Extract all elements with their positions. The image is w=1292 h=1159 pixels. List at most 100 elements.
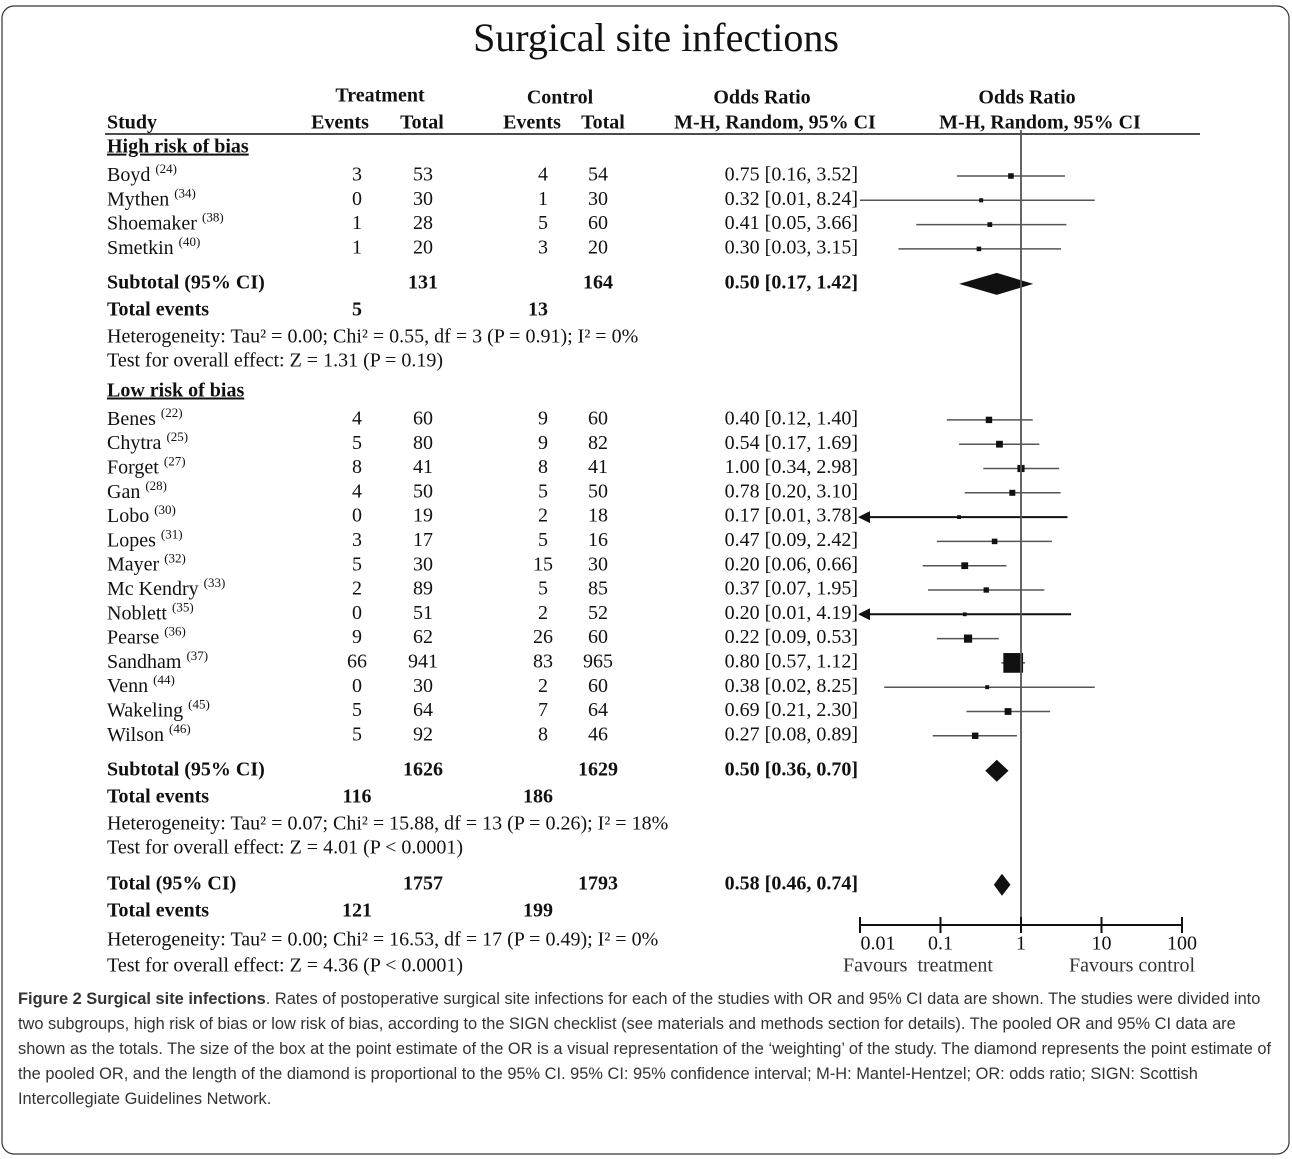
- study-name: Wakeling: [107, 699, 183, 721]
- study-label: Lobo (30): [107, 502, 176, 527]
- study-label: Wakeling (45): [107, 696, 210, 721]
- point-box: [1003, 653, 1024, 673]
- events-value: 116: [343, 785, 372, 807]
- study-name: Mc Kendry: [107, 578, 199, 600]
- c-total: 60: [588, 407, 608, 429]
- point-box: [1009, 489, 1016, 496]
- header: Odds Ratio: [713, 87, 810, 109]
- t-events: 0: [352, 675, 362, 697]
- favours-label: Favours control: [1069, 955, 1196, 977]
- t-events: 1: [352, 212, 362, 234]
- c-total: 20: [588, 236, 608, 258]
- t-events: 5: [352, 553, 362, 575]
- study-label: Mc Kendry (33): [107, 575, 225, 600]
- overall-test: Test for overall effect: Z = 1.31 (P = 0…: [107, 349, 443, 371]
- odds-ratio: 0.37 [0.07, 1.95]: [725, 578, 858, 600]
- study-name: Mayer: [107, 553, 160, 575]
- t-total: 41: [413, 456, 433, 478]
- t-total: 19: [413, 505, 433, 527]
- study-label: Gan (28): [107, 478, 167, 503]
- point-box: [972, 732, 979, 739]
- header: M-H, Random, 95% CI: [939, 112, 1141, 134]
- subtotal-label: Total (95% CI): [107, 872, 236, 894]
- x-tick-label: 0.1: [928, 933, 953, 955]
- t-events: 3: [352, 164, 362, 186]
- c-events: 5: [538, 212, 548, 234]
- odds-ratio: 0.38 [0.02, 8.25]: [725, 675, 858, 697]
- study-ref: (45): [188, 696, 210, 711]
- overall-test: Test for overall effect: Z = 4.01 (P < 0…: [107, 836, 463, 858]
- t-total: 89: [413, 578, 433, 600]
- t-total: 60: [413, 407, 433, 429]
- study-name: Boyd: [107, 164, 150, 186]
- c-total: 64: [588, 699, 608, 721]
- c-events: 8: [538, 456, 548, 478]
- study-ref: (24): [155, 161, 177, 176]
- t-events: 0: [352, 505, 362, 527]
- diamond: [993, 873, 1011, 896]
- subtotal-total: 164: [583, 271, 613, 293]
- odds-ratio: 0.41 [0.05, 3.66]: [725, 212, 858, 234]
- ci-arrow: [858, 511, 870, 524]
- caption-text: . Rates of postoperative surgical site i…: [18, 990, 1272, 1108]
- point-box: [1008, 173, 1014, 179]
- study-label: Sandham (37): [107, 648, 208, 673]
- events-label: Total events: [107, 298, 209, 320]
- subtotal-total: 1757: [403, 872, 443, 894]
- study-label: Benes (22): [107, 405, 183, 430]
- subtotal-label: Subtotal (95% CI): [107, 758, 265, 780]
- t-total: 30: [413, 188, 433, 210]
- study-ref: (30): [154, 502, 176, 517]
- c-events: 5: [538, 529, 548, 551]
- x-tick-label: 1: [1016, 933, 1026, 955]
- odds-ratio: 0.27 [0.08, 0.89]: [725, 723, 858, 745]
- point-box: [962, 612, 967, 617]
- overall-test: Test for overall effect: Z = 4.36 (P < 0…: [107, 954, 463, 976]
- study-ref: (44): [153, 672, 175, 687]
- diamond: [959, 272, 1034, 295]
- c-total: 52: [588, 602, 608, 624]
- odds-ratio: 0.20 [0.06, 0.66]: [725, 553, 858, 575]
- study-label: Mythen (34): [107, 185, 196, 210]
- c-events: 83: [533, 650, 553, 672]
- header: Events: [311, 112, 369, 134]
- events-value: 121: [342, 899, 372, 921]
- group-label: Low risk of bias: [107, 379, 244, 401]
- c-events: 2: [538, 505, 548, 527]
- t-total: 62: [413, 626, 433, 648]
- subtotal-or: 0.58 [0.46, 0.74]: [725, 872, 858, 894]
- favours-label: Favours treatment: [843, 955, 993, 977]
- t-events: 1: [352, 236, 362, 258]
- study-ref: (31): [161, 526, 183, 541]
- subtotal-or: 0.50 [0.36, 0.70]: [725, 758, 858, 780]
- x-tick-label: 0.01: [861, 933, 896, 955]
- study-ref: (35): [172, 599, 194, 614]
- study-name: Shoemaker: [107, 212, 197, 234]
- chart-title: Surgical site infections: [473, 15, 839, 60]
- odds-ratio: 0.75 [0.16, 3.52]: [725, 164, 858, 186]
- events-value: 5: [352, 298, 362, 320]
- header: M-H, Random, 95% CI: [674, 112, 876, 134]
- header: Total: [581, 112, 625, 134]
- t-total: 53: [413, 164, 433, 186]
- t-total: 51: [413, 602, 433, 624]
- study-name: Sandham: [107, 650, 182, 672]
- study-label: Smetkin (40): [107, 234, 200, 259]
- study-ref: (32): [164, 551, 186, 566]
- x-tick-label: 10: [1092, 933, 1112, 955]
- t-events: 9: [352, 626, 362, 648]
- point-box: [979, 198, 984, 203]
- study-ref: (46): [169, 721, 191, 736]
- heterogeneity: Heterogeneity: Tau² = 0.00; Chi² = 0.55,…: [107, 325, 638, 347]
- t-events: 5: [352, 723, 362, 745]
- subtotal-total: 1626: [403, 758, 443, 780]
- c-total: 54: [588, 164, 608, 186]
- study-name: Forget: [107, 456, 159, 478]
- point-box: [996, 440, 1003, 448]
- c-events: 2: [538, 675, 548, 697]
- c-events: 8: [538, 723, 548, 745]
- study-name: Noblett: [107, 602, 167, 624]
- odds-ratio: 0.80 [0.57, 1.12]: [725, 650, 858, 672]
- study-label: Forget (27): [107, 453, 186, 478]
